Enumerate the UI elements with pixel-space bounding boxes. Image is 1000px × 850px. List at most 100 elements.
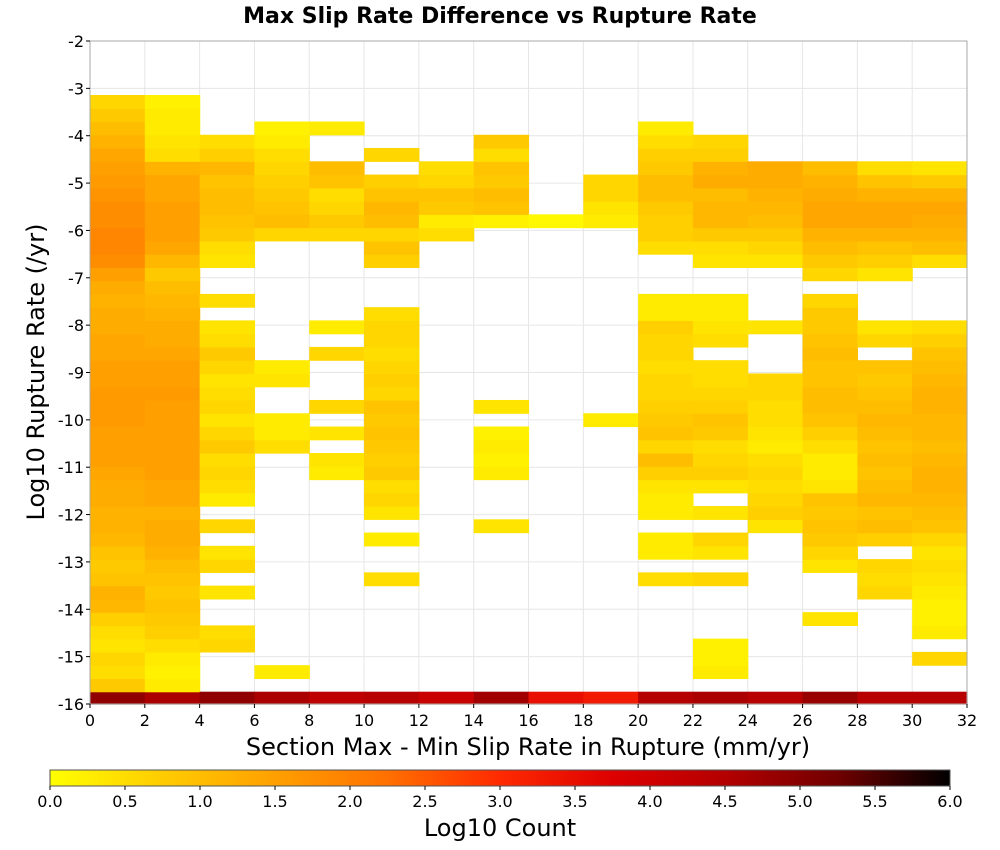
heatmap-cell — [90, 148, 146, 162]
colorbar-tick-label: 4.5 — [712, 792, 737, 811]
heatmap-cell — [364, 214, 420, 229]
heatmap-cell — [90, 479, 146, 494]
x-tick-label: 20 — [628, 711, 648, 730]
heatmap-cell — [692, 651, 749, 666]
heatmap-cell — [583, 174, 639, 189]
heatmap-cell — [144, 453, 201, 467]
x-tick-label: 32 — [957, 711, 977, 730]
heatmap-cell — [199, 161, 256, 176]
heatmap-cell — [90, 585, 146, 600]
heatmap-cell — [638, 307, 694, 322]
heatmap-cell — [90, 691, 146, 705]
heatmap-cell — [364, 320, 420, 335]
heatmap-cell — [692, 439, 749, 454]
heatmap-cell — [747, 187, 804, 202]
heatmap-cell — [199, 545, 256, 560]
heatmap-cell — [638, 691, 694, 705]
heatmap-cell — [638, 187, 694, 202]
heatmap-cell — [802, 307, 858, 322]
heatmap-cell — [364, 187, 420, 202]
heatmap-cell — [144, 585, 201, 600]
heatmap-cell — [364, 201, 420, 215]
heatmap-cell — [912, 187, 968, 202]
heatmap-cell — [254, 360, 310, 375]
colorbar-tick-label: 2.0 — [337, 792, 362, 811]
heatmap-cell — [199, 293, 256, 308]
heatmap-cell — [254, 187, 310, 202]
heatmap-cell — [802, 439, 858, 454]
heatmap-cell — [857, 439, 913, 454]
x-tick-label: 16 — [518, 711, 538, 730]
heatmap-cell — [199, 254, 256, 268]
heatmap-cell — [638, 360, 694, 375]
heatmap-cell — [90, 651, 146, 666]
heatmap-cell — [144, 413, 201, 428]
colorbar — [49, 769, 951, 787]
heatmap-cell — [692, 545, 749, 560]
heatmap-cell — [364, 360, 420, 375]
heatmap-cell — [692, 148, 749, 162]
heatmap-cell — [144, 187, 201, 202]
heatmap-cell — [857, 413, 913, 428]
heatmap-cell — [144, 174, 201, 189]
colorbar-tick-label: 2.5 — [412, 792, 437, 811]
y-tick-label: -7 — [68, 269, 84, 288]
heatmap-cell — [802, 227, 858, 242]
heatmap-cell — [90, 94, 146, 109]
heatmap-cell — [199, 227, 256, 242]
heatmap-cell — [144, 134, 201, 149]
heatmap-cell — [857, 187, 913, 202]
heatmap-cell — [90, 386, 146, 401]
heatmap-cell — [199, 466, 256, 481]
heatmap-cell — [747, 214, 804, 229]
heatmap-cell — [912, 625, 968, 640]
heatmap-cell — [309, 691, 365, 705]
heatmap-cell — [912, 479, 968, 494]
heatmap-cell — [473, 148, 530, 162]
y-tick-label: -6 — [68, 221, 84, 240]
heatmap-cell — [254, 413, 310, 428]
heatmap-cell — [857, 479, 913, 494]
heatmap-cell — [528, 214, 584, 229]
heatmap-cell — [692, 254, 749, 268]
heatmap-cell — [90, 519, 146, 534]
heatmap-cell — [638, 386, 694, 401]
heatmap-cell — [254, 665, 310, 680]
heatmap-cell — [364, 691, 420, 705]
heatmap-cell — [364, 346, 420, 361]
heatmap-cell — [747, 479, 804, 494]
heatmap-cell — [90, 161, 146, 176]
heatmap-cell — [199, 386, 256, 401]
heatmap-cell — [802, 254, 858, 268]
heatmap-cell — [747, 519, 804, 534]
heatmap-cell — [583, 413, 639, 428]
heatmap-cell — [90, 280, 146, 295]
heatmap-cell — [473, 439, 530, 454]
heatmap-cell — [802, 506, 858, 520]
heatmap-cell — [199, 625, 256, 640]
heatmap-cell — [199, 148, 256, 162]
heatmap-cell — [583, 691, 639, 705]
heatmap-cell — [364, 479, 420, 494]
heatmap-cell — [912, 506, 968, 520]
heatmap-cell — [912, 559, 968, 573]
heatmap-cell — [638, 479, 694, 494]
heatmap-cell — [912, 453, 968, 467]
heatmap-cell — [802, 360, 858, 375]
heatmap-cell — [90, 121, 146, 136]
heatmap-cell — [144, 532, 201, 547]
heatmap-cell — [692, 691, 749, 705]
heatmap-cell — [473, 174, 530, 189]
heatmap-cell — [912, 360, 968, 375]
heatmap-cell — [912, 333, 968, 348]
heatmap-cell — [747, 227, 804, 242]
heatmap-cell — [857, 360, 913, 375]
heatmap-cell — [199, 373, 256, 388]
heatmap-cell — [90, 108, 146, 123]
y-tick-label: -16 — [58, 695, 84, 714]
heatmap-cell — [90, 373, 146, 388]
heatmap-cell — [692, 174, 749, 189]
heatmap-cell — [199, 187, 256, 202]
y-axis-ticks: -2 -3 -4 -5 -6 -7 -8 -9 -10 -11 -12 -13 -14 -15 -16 — [58, 32, 90, 714]
heatmap-cell — [364, 148, 420, 162]
